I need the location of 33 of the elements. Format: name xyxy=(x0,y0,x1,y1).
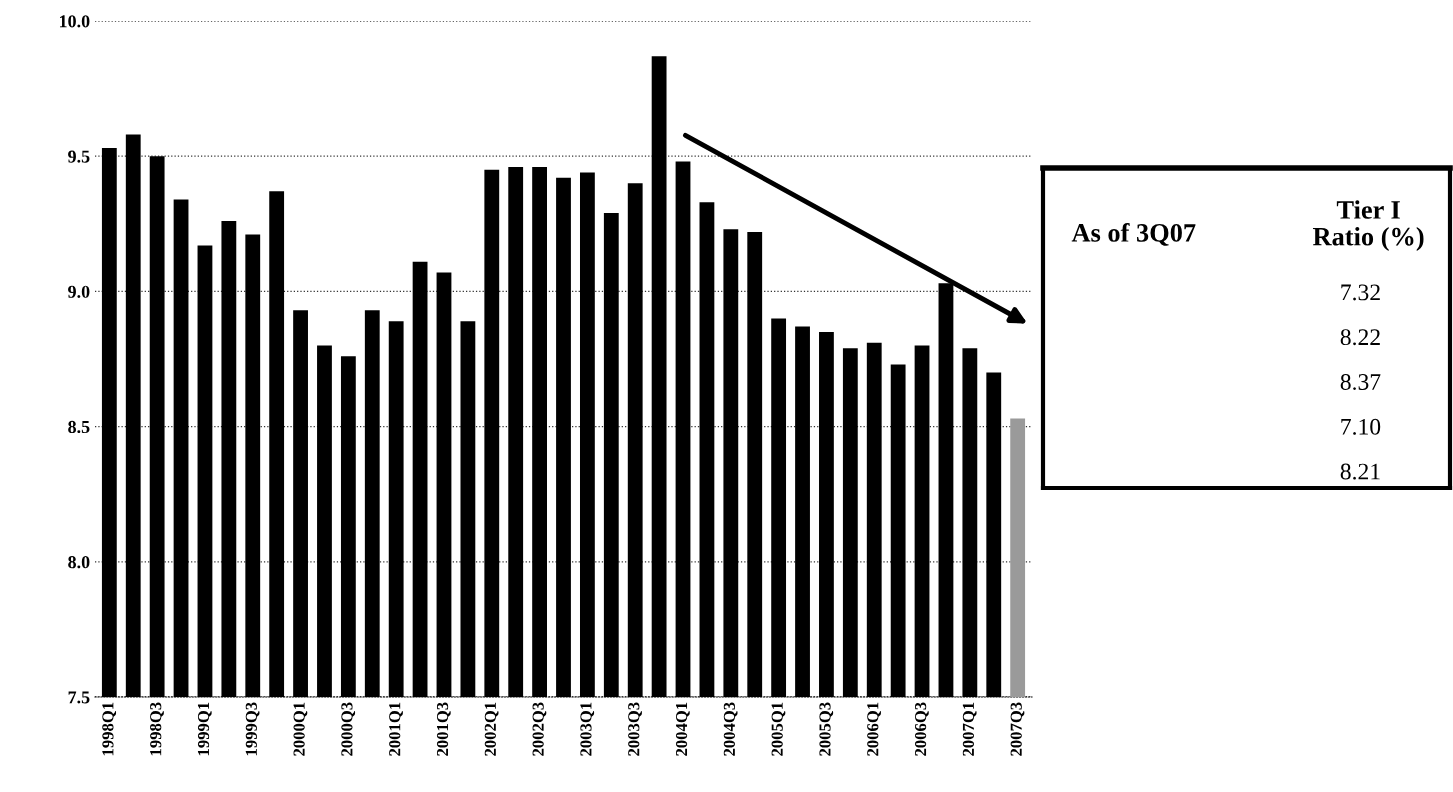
x-tick-label: 2000Q3 xyxy=(341,702,356,756)
x-tick-label: 2002Q3 xyxy=(532,702,547,756)
x-tick-label: 2001Q1 xyxy=(389,702,403,756)
x-tick-label: 1998Q1 xyxy=(102,702,117,756)
x-tick-label: 1999Q1 xyxy=(197,702,212,756)
x-tick-label: 2007Q1 xyxy=(962,702,977,756)
y-tick-label: 9.5 xyxy=(68,150,90,163)
data-label: 7.32 xyxy=(1341,284,1380,301)
y-tick-label: 8.0 xyxy=(68,556,90,569)
data-label: 7.10 xyxy=(1341,418,1381,435)
x-tick-label: 2003Q3 xyxy=(628,702,642,756)
text: Tier I Ratio (%) xyxy=(1312,200,1424,251)
y-tick-label: 8.5 xyxy=(68,420,90,434)
data-label: 8.37 xyxy=(1340,373,1381,391)
x-tick-label: 2001Q3 xyxy=(436,702,451,756)
x-tick-label: 2004Q1 xyxy=(675,702,690,756)
x-tick-label: 2003Q1 xyxy=(580,702,595,756)
x-tick-label: 2004Q3 xyxy=(723,702,738,756)
x-tick-label: 1999Q3 xyxy=(245,702,260,756)
y-tick-label: 9.0 xyxy=(68,285,90,298)
x-tick-label: 2000Q1 xyxy=(293,702,308,756)
text: As of 3Q07 xyxy=(1071,222,1196,246)
y-tick-label: 7.5 xyxy=(68,691,90,704)
data-label: 8.21 xyxy=(1340,463,1380,480)
x-tick-label: 2005Q3 xyxy=(819,702,834,756)
x-tick-label: 2002Q1 xyxy=(484,702,499,756)
y-tick-label: 10.0 xyxy=(59,15,90,28)
x-tick-label: 2005Q1 xyxy=(771,702,786,756)
x-tick-label: 2006Q3 xyxy=(914,702,929,756)
x-tick-label: 2006Q1 xyxy=(867,702,881,756)
data-label: 8.22 xyxy=(1340,329,1380,346)
x-tick-label: 2007Q3 xyxy=(1010,702,1025,756)
x-tick-label: 1998Q3 xyxy=(150,702,164,756)
